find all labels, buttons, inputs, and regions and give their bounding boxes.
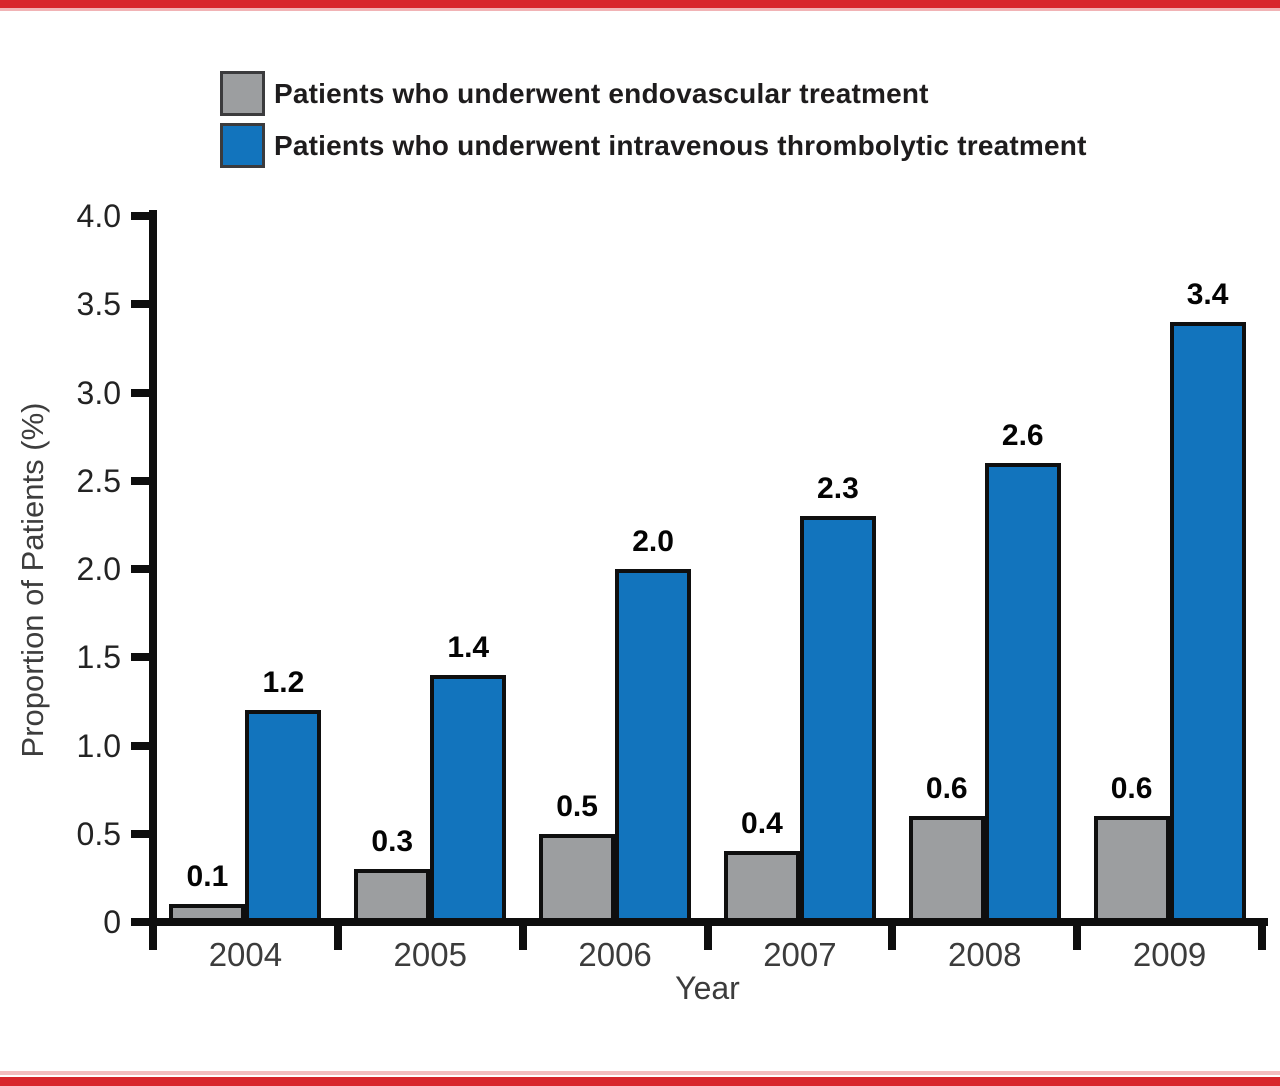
figure-top-rule-light (0, 8, 1280, 11)
bar-value-label: 0.5 (556, 789, 598, 823)
y-tick-label: 2.0 (76, 551, 121, 587)
bar-2005-series-1 (430, 674, 507, 922)
x-axis-tick (333, 918, 342, 950)
x-axis-tick (518, 918, 527, 950)
figure-bottom-rule (0, 1077, 1280, 1086)
y-axis-tick (131, 565, 157, 573)
y-axis-tick (131, 741, 157, 750)
bar-value-label: 2.0 (632, 525, 674, 558)
bar-value-label: 3.4 (1186, 277, 1229, 311)
x-category-label: 2004 (208, 936, 283, 973)
x-axis-tick (888, 918, 897, 950)
bar-2009-series-0 (1093, 816, 1170, 922)
y-tick-label: 1.0 (76, 727, 121, 764)
bar-2004-series-1 (245, 710, 322, 922)
bar-value-label: 2.6 (1001, 419, 1044, 453)
bar-2007-series-1 (799, 516, 876, 922)
plot-area: Year 0 0.5 1.0 1.5 2.0 2.5 3.0 3.5 4.0 0.1 1.2 2004… (77, 200, 1268, 1006)
bar-value-label: 0.4 (741, 807, 783, 841)
legend-label-endovascular: Patients who underwent endovascular trea… (274, 77, 929, 109)
bar-value-label: 0.6 (1110, 772, 1153, 806)
y-tick-label: 3.5 (76, 286, 121, 323)
legend: Patients who underwent endovascular trea… (220, 71, 1087, 175)
x-axis-tick (149, 918, 157, 950)
figure-bottom-rule-light (0, 1071, 1280, 1075)
y-tick-label: 4.0 (76, 198, 121, 234)
bar-2006-series-1 (615, 569, 692, 922)
bar-value-label: 1.2 (262, 666, 305, 700)
x-axis-tick (703, 918, 712, 950)
y-tick-label: 1.5 (76, 639, 121, 676)
y-tick-label: 0.5 (76, 815, 121, 852)
legend-label-thrombolytic: Patients who underwent intravenous throm… (274, 129, 1087, 161)
bar-value-label: 0.6 (925, 772, 968, 806)
legend-row-endovascular: Patients who underwent endovascular trea… (220, 71, 1087, 116)
x-axis (149, 918, 1268, 926)
x-category-label: 2009 (1132, 936, 1207, 973)
y-axis-tick (131, 476, 157, 485)
y-axis (149, 210, 157, 926)
bar-value-label: 0.1 (186, 860, 229, 894)
x-axis-tick (1073, 918, 1082, 950)
x-axis-tick (1258, 918, 1266, 950)
legend-row-thrombolytic: Patients who underwent intravenous throm… (220, 123, 1087, 168)
x-category-label: 2005 (393, 936, 467, 973)
bar-2005-series-0 (354, 869, 431, 922)
y-axis-tick (131, 300, 157, 309)
y-tick-label: 3.0 (76, 374, 121, 411)
y-axis-tick (131, 918, 157, 926)
bar-2008-series-1 (984, 463, 1061, 922)
x-category-label: 2006 (578, 936, 652, 973)
bar-2008-series-0 (908, 816, 985, 922)
bar-value-label: 2.3 (817, 472, 859, 506)
y-axis-tick (131, 212, 157, 220)
bar-2007-series-0 (723, 851, 800, 922)
bar-value-label: 0.3 (371, 825, 414, 859)
x-axis-title: Year (675, 970, 740, 1006)
x-category-label: 2008 (948, 936, 1022, 973)
y-axis-tick (131, 829, 157, 838)
thrombolytic-swatch (220, 123, 265, 168)
y-axis-tick (131, 653, 157, 662)
figure-top-rule (0, 0, 1280, 8)
x-category-label: 2007 (763, 936, 837, 973)
endovascular-swatch (220, 71, 265, 116)
y-axis-title: Proportion of Patients (%) (15, 402, 50, 758)
y-tick-label: 0 (103, 904, 121, 940)
bar-2009-series-1 (1169, 321, 1246, 922)
y-axis-tick (131, 388, 157, 397)
y-tick-label: 2.5 (76, 462, 121, 499)
bar-2006-series-0 (539, 833, 616, 922)
bar-value-label: 1.4 (447, 630, 490, 664)
